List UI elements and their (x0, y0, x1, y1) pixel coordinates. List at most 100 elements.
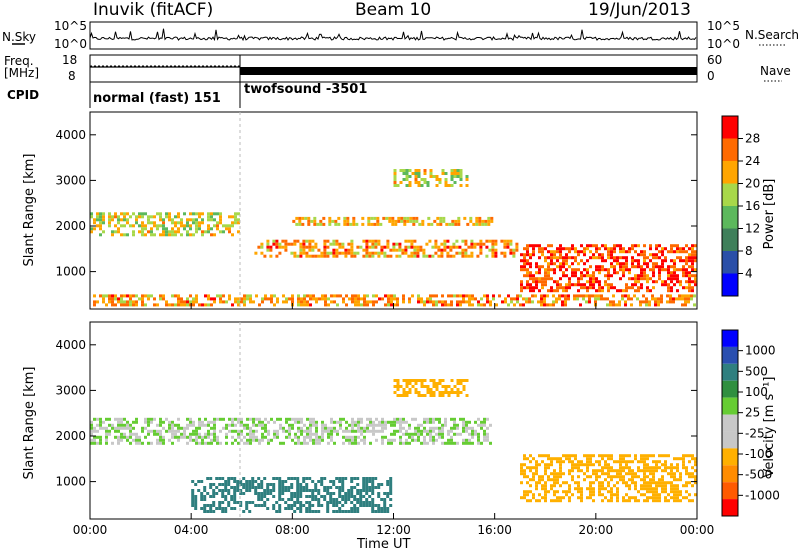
heatmap-cell (399, 423, 402, 427)
heatmap-cell (646, 487, 649, 491)
heatmap-cell (249, 435, 252, 439)
heatmap-cell (410, 239, 414, 243)
heatmap-cell (574, 259, 577, 263)
heatmap-cell (117, 221, 120, 225)
heatmap-cell (210, 218, 213, 222)
heatmap-cell (224, 495, 228, 498)
heatmap-cell (538, 289, 541, 293)
heatmap-cell (646, 277, 649, 281)
heatmap-cell (652, 493, 655, 497)
heatmap-cell (186, 297, 189, 301)
heatmap-cell (153, 224, 156, 228)
heatmap-cell (595, 244, 598, 248)
heatmap-cell (236, 483, 240, 486)
heatmap-cell (186, 218, 189, 222)
heatmap-cell (622, 262, 625, 266)
heatmap-cell (417, 181, 421, 184)
heatmap-cell (159, 420, 162, 424)
heatmap-cell (586, 469, 589, 473)
heatmap-cell (350, 245, 354, 249)
heatmap-cell (105, 429, 108, 433)
heatmap-cell (483, 423, 486, 427)
heatmap-cell (191, 489, 195, 492)
heatmap-cell (162, 230, 165, 234)
heatmap-cell (389, 480, 393, 483)
heatmap-cell (688, 280, 691, 284)
heatmap-cell (266, 245, 270, 249)
heatmap-cell (553, 271, 556, 275)
heatmap-cell (341, 242, 345, 246)
heatmap-cell (664, 481, 667, 485)
heatmap-cell (219, 441, 222, 445)
heatmap-cell (676, 496, 679, 500)
heatmap-cell (631, 256, 634, 260)
heatmap-cell (375, 429, 378, 433)
heatmap-cell (562, 256, 565, 260)
heatmap-cell (577, 463, 580, 467)
heatmap-cell (456, 394, 460, 397)
heatmap-cell (275, 254, 279, 258)
heatmap-cell (676, 280, 679, 284)
heatmap-cell (236, 486, 240, 489)
heatmap-cell (489, 300, 492, 304)
heatmap-cell (464, 242, 468, 246)
heatmap-cell (438, 426, 441, 430)
heatmap-cell (540, 297, 543, 301)
heatmap-cell (90, 215, 93, 219)
heatmap-cell (254, 492, 258, 495)
heatmap-cell (324, 426, 327, 430)
heatmap-cell (321, 438, 324, 442)
heatmap-cell (559, 262, 562, 266)
heatmap-cell (440, 248, 444, 252)
heatmap-cell (129, 215, 132, 219)
heatmap-cell (655, 244, 658, 248)
heatmap-cell (429, 429, 432, 433)
heatmap-cell (622, 265, 625, 269)
heatmap-cell (380, 483, 384, 486)
heatmap-cell (679, 283, 682, 287)
heatmap-cell (589, 265, 592, 269)
colorbar-tick-label: 24 (745, 154, 760, 168)
heatmap-cell (114, 435, 117, 439)
heatmap-cell (423, 379, 427, 382)
heatmap-cell (367, 222, 371, 226)
heatmap-cell (371, 245, 375, 249)
heatmap-cell (345, 294, 348, 298)
heatmap-cell (126, 212, 129, 216)
heatmap-cell (523, 262, 526, 266)
heatmap-cell (260, 486, 264, 489)
heatmap-cell (470, 254, 474, 258)
heatmap-cell (254, 504, 258, 507)
heatmap-cell (628, 460, 631, 464)
heatmap-cell (480, 423, 483, 427)
heatmap-cell (688, 259, 691, 263)
heatmap-cell (242, 486, 246, 489)
heatmap-cell (159, 438, 162, 442)
heatmap-cell (556, 250, 559, 254)
heatmap-cell (670, 286, 673, 290)
heatmap-cell (451, 222, 455, 226)
heatmap-cell (248, 480, 252, 483)
heatmap-cell (685, 481, 688, 485)
heatmap-cell (523, 475, 526, 479)
heatmap-cell (212, 483, 216, 486)
heatmap-cell (224, 498, 228, 501)
heatmap-cell (156, 441, 159, 445)
heatmap-cell (550, 268, 553, 272)
heatmap-cell (559, 499, 562, 503)
heatmap-cell (96, 423, 99, 427)
heatmap-cell (330, 294, 333, 298)
heatmap-cell (314, 242, 318, 246)
heatmap-cell (580, 490, 583, 494)
heatmap-cell (334, 222, 338, 226)
heatmap-cell (619, 466, 622, 470)
heatmap-cell (438, 181, 442, 184)
heatmap-cell (332, 480, 336, 483)
heatmap-cell (546, 294, 549, 298)
heatmap-cell (526, 262, 529, 266)
heatmap-cell (322, 222, 326, 226)
heatmap-cell (234, 218, 237, 222)
heatmap-cell (396, 382, 400, 385)
heatmap-cell (344, 248, 348, 252)
heatmap-cell (192, 423, 195, 427)
